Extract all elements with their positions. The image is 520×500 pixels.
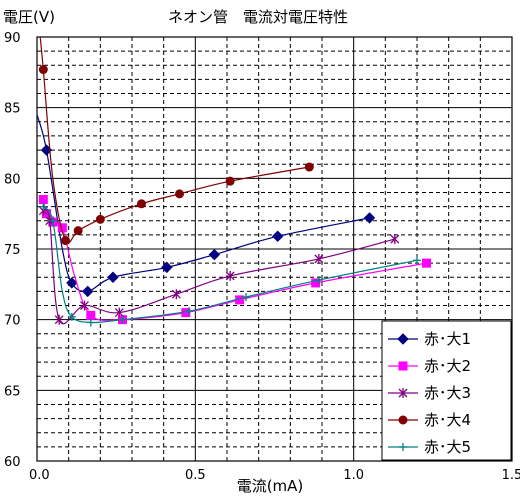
legend-label: 赤･大3 (424, 384, 471, 402)
data-point (118, 315, 127, 324)
series-4 (38, 37, 314, 246)
data-point (422, 258, 431, 268)
legend-marker (399, 443, 407, 451)
y-axis-label: 電圧(V) (3, 8, 55, 26)
data-point (185, 307, 193, 316)
y-tick-label: 60 (4, 455, 21, 470)
y-tick-label: 65 (4, 384, 21, 399)
data-point (171, 289, 181, 300)
series-line (42, 206, 418, 324)
series-line (39, 37, 310, 244)
axes: 60 65 70 75 80 85 90 0.0 0.5 1.0 1.5 (4, 31, 520, 483)
data-point (61, 236, 70, 246)
legend-marker (398, 361, 408, 371)
series-line (37, 114, 370, 293)
legend-label: 赤･大4 (424, 411, 471, 429)
data-point (38, 65, 48, 75)
data-point (80, 300, 89, 311)
series-1 (37, 114, 376, 298)
data-point (175, 189, 184, 199)
x-tick-label: 0.5 (185, 468, 206, 483)
data-point (225, 270, 235, 281)
legend-item: 赤･大3 (388, 384, 471, 402)
x-tick-label: 0.0 (29, 468, 50, 483)
data-point (137, 199, 146, 209)
data-point (114, 307, 124, 318)
data-point (86, 318, 95, 327)
data-point (363, 212, 376, 224)
data-point (48, 216, 57, 225)
data-point (314, 253, 324, 264)
data-point (95, 214, 105, 224)
data-point (54, 314, 64, 325)
data-point (304, 162, 314, 172)
series-5 (39, 202, 421, 327)
data-point (208, 248, 221, 261)
x-tick-label: 1.5 (502, 468, 520, 483)
y-tick-label: 90 (4, 31, 21, 46)
data-point (314, 276, 323, 285)
legend-marker (398, 415, 408, 425)
legend-item: 赤･大5 (388, 438, 471, 456)
x-tick-label: 1.0 (343, 468, 364, 483)
legend-item: 赤･大1 (388, 330, 471, 348)
series-layer (37, 37, 431, 327)
x-axis-label: 電流(mA) (237, 477, 304, 495)
legend-label: 赤･大1 (424, 330, 471, 348)
data-point (67, 312, 76, 321)
y-tick-label: 80 (4, 172, 21, 187)
legend-marker (398, 388, 408, 398)
data-point (161, 261, 173, 274)
chart-title: ネオン管 電流対電圧特性 (168, 8, 348, 26)
data-point (390, 234, 400, 245)
data-point (86, 310, 96, 320)
legend-label: 赤･大2 (424, 357, 471, 375)
data-point (38, 195, 48, 205)
plot-area-frame (36, 36, 513, 462)
y-tick-label: 75 (4, 243, 21, 258)
legend-marker (397, 333, 409, 345)
y-tick-label: 85 (4, 102, 21, 117)
data-point (271, 230, 284, 242)
data-point (39, 202, 48, 211)
data-point (66, 277, 78, 289)
data-point (242, 293, 250, 302)
data-point (311, 278, 321, 288)
legend: 赤･大1 赤･大2 赤･大3 赤･大4 赤･大5 (381, 320, 512, 461)
data-point (225, 176, 235, 186)
data-point (81, 285, 94, 298)
legend-item: 赤･大2 (388, 357, 471, 375)
data-point (73, 226, 83, 236)
legend-item: 赤･大4 (388, 411, 471, 429)
y-tick-label: 70 (4, 314, 21, 329)
data-point (107, 271, 119, 283)
data-point (413, 256, 421, 265)
legend-label: 赤･大5 (424, 438, 471, 456)
